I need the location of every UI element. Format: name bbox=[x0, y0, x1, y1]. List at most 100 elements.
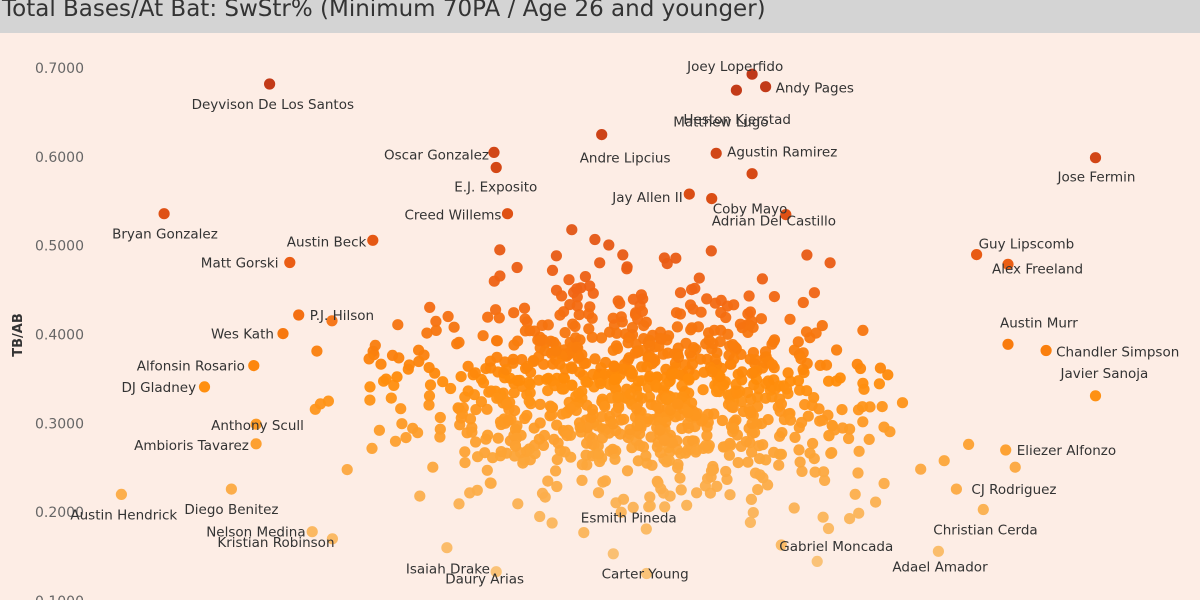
labeled-data-point bbox=[1089, 390, 1102, 402]
data-point bbox=[746, 427, 758, 439]
data-point bbox=[701, 429, 713, 442]
labeled-data-point bbox=[284, 256, 296, 269]
data-point bbox=[545, 401, 557, 413]
data-point bbox=[551, 453, 563, 466]
data-point bbox=[495, 446, 507, 458]
labeled-data-point bbox=[293, 309, 305, 321]
data-point bbox=[494, 244, 506, 256]
data-point bbox=[559, 327, 571, 339]
data-point bbox=[665, 369, 677, 381]
data-point bbox=[816, 320, 828, 332]
data-point bbox=[445, 382, 457, 395]
labeled-data-point bbox=[950, 483, 963, 495]
data-point bbox=[477, 377, 490, 389]
data-point bbox=[617, 249, 629, 261]
data-point bbox=[592, 440, 604, 452]
labeled-data-point bbox=[710, 147, 722, 159]
data-point bbox=[794, 456, 806, 468]
data-point bbox=[430, 315, 442, 327]
data-point bbox=[699, 480, 712, 492]
data-point bbox=[609, 453, 621, 465]
data-point bbox=[701, 293, 713, 305]
data-point bbox=[711, 480, 723, 492]
data-point bbox=[534, 510, 546, 523]
data-point bbox=[493, 312, 505, 324]
point-label: Agustin Ramirez bbox=[727, 145, 837, 161]
data-point bbox=[643, 391, 656, 403]
data-point bbox=[471, 484, 483, 496]
data-point bbox=[697, 384, 709, 396]
data-point bbox=[511, 261, 523, 274]
data-point bbox=[645, 431, 657, 443]
point-label: Nelson Medina bbox=[206, 525, 305, 541]
data-point bbox=[576, 459, 588, 471]
data-point bbox=[796, 465, 808, 477]
data-point bbox=[675, 484, 687, 496]
data-point bbox=[682, 406, 694, 418]
data-point bbox=[607, 548, 619, 560]
data-point bbox=[509, 423, 522, 435]
data-point bbox=[858, 383, 870, 395]
data-point bbox=[618, 363, 630, 375]
data-point bbox=[708, 324, 720, 336]
data-point bbox=[556, 290, 568, 302]
labeled-data-point bbox=[501, 208, 514, 220]
data-point bbox=[504, 372, 516, 384]
data-point bbox=[788, 344, 801, 356]
data-point bbox=[682, 373, 694, 385]
data-point bbox=[538, 429, 551, 442]
data-point bbox=[573, 309, 585, 321]
labeled-data-point bbox=[641, 567, 653, 580]
data-point bbox=[455, 412, 467, 424]
data-point bbox=[792, 336, 804, 348]
data-point bbox=[558, 383, 570, 395]
labeled-data-point bbox=[158, 208, 170, 220]
labeled-data-point bbox=[746, 68, 758, 80]
y-tick-label: 0.5000 bbox=[35, 239, 84, 255]
data-point bbox=[818, 466, 830, 478]
data-point bbox=[615, 506, 627, 518]
point-label: DJ Gladney bbox=[122, 380, 197, 396]
data-point bbox=[963, 438, 975, 450]
data-point bbox=[811, 555, 823, 568]
data-point bbox=[582, 376, 594, 388]
data-point bbox=[579, 271, 592, 283]
point-label: Adael Amador bbox=[892, 559, 988, 575]
data-point bbox=[523, 395, 535, 407]
data-point bbox=[434, 431, 446, 443]
data-point bbox=[571, 283, 583, 295]
data-point bbox=[728, 423, 740, 435]
data-point bbox=[423, 390, 436, 402]
data-point bbox=[322, 395, 334, 407]
data-point bbox=[683, 422, 695, 434]
data-point bbox=[521, 445, 533, 457]
data-point bbox=[508, 450, 521, 462]
data-point bbox=[430, 324, 442, 336]
data-point bbox=[607, 312, 619, 324]
title-bar: Total Bases/At Bat: SwStr% (Minimum 70PA… bbox=[0, 0, 1200, 33]
data-point bbox=[650, 379, 662, 391]
data-point bbox=[574, 421, 586, 434]
data-point bbox=[804, 447, 816, 459]
data-point bbox=[676, 380, 688, 392]
data-point bbox=[550, 465, 562, 477]
point-label: Oscar Gonzalez bbox=[384, 147, 489, 163]
data-point bbox=[614, 428, 626, 440]
data-point bbox=[542, 319, 554, 331]
data-point bbox=[482, 311, 494, 323]
data-point bbox=[732, 457, 744, 469]
labeled-data-point bbox=[248, 360, 260, 372]
data-point bbox=[654, 332, 666, 344]
data-point bbox=[538, 358, 550, 370]
data-point bbox=[723, 449, 736, 461]
y-tick-label: 0.2000 bbox=[35, 505, 84, 521]
data-point bbox=[636, 305, 649, 317]
data-point bbox=[561, 430, 573, 442]
data-point bbox=[470, 436, 482, 448]
labeled-data-point bbox=[264, 78, 276, 90]
point-label: Ambioris Tavarez bbox=[134, 438, 249, 454]
data-point bbox=[603, 239, 615, 251]
point-label: Kristian Robinson bbox=[217, 535, 334, 551]
labeled-data-point bbox=[971, 249, 983, 261]
labeled-data-point bbox=[198, 381, 211, 393]
